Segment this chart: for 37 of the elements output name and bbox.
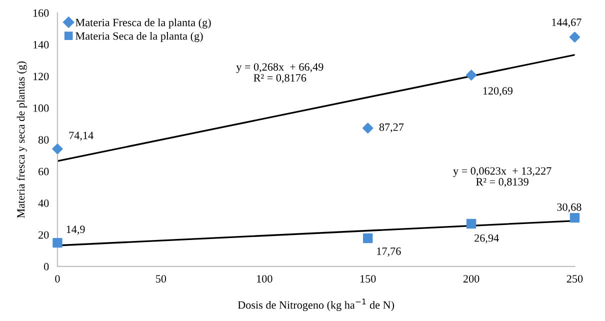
x-tick-label: 250	[566, 275, 583, 283]
legend-label: Materia Fresca de la planta (g)	[76, 18, 211, 29]
data-label: 14,9	[66, 226, 85, 235]
annotation: y = 0,0623x + 13,227 R² = 0,8139	[453, 167, 552, 188]
legend-label: Materia Seca de la planta (g)	[76, 32, 203, 42]
data-label: 30,68	[557, 203, 582, 212]
annotation: y = 0,268x + 66,49 R² = 0,8176	[236, 63, 324, 84]
x-axis-title: Dosis de Nitrogeno (kg ha$^{−1}$ de N)	[238, 298, 394, 312]
data-label: 144,67	[552, 18, 582, 28]
x-tick-label: 0	[55, 275, 60, 283]
point	[570, 212, 580, 223]
point	[362, 233, 373, 244]
y-tick-label: 20	[38, 231, 49, 239]
x-tick-label: 100	[257, 275, 272, 283]
data-label: 87,27	[379, 123, 404, 132]
data-label: 120,69	[483, 87, 513, 96]
y-tick-label: 60	[38, 168, 49, 176]
point	[52, 238, 62, 248]
y-axis-title: Materia fresca y seca de plantas (g)	[16, 61, 27, 218]
point	[362, 122, 374, 134]
point	[52, 144, 63, 154]
y-tick-label: 120	[33, 72, 49, 80]
data-label: 74,14	[69, 132, 94, 141]
x-tick-label: 50	[156, 275, 166, 283]
x-tick-label: 150	[360, 275, 376, 283]
y-tick-label: 140	[33, 41, 49, 49]
y-tick-label: 160	[33, 9, 49, 17]
data-label: 26,94	[474, 234, 499, 244]
point	[466, 218, 476, 229]
point	[466, 70, 477, 80]
data-label: 17,76	[377, 247, 401, 257]
point	[569, 32, 580, 42]
x-tick-label: 200	[463, 275, 480, 283]
y-tick-label: 100	[33, 104, 49, 112]
y-tick-label: 0	[44, 262, 49, 270]
y-tick-label: 40	[38, 200, 49, 207]
y-tick-label: 80	[38, 136, 49, 144]
